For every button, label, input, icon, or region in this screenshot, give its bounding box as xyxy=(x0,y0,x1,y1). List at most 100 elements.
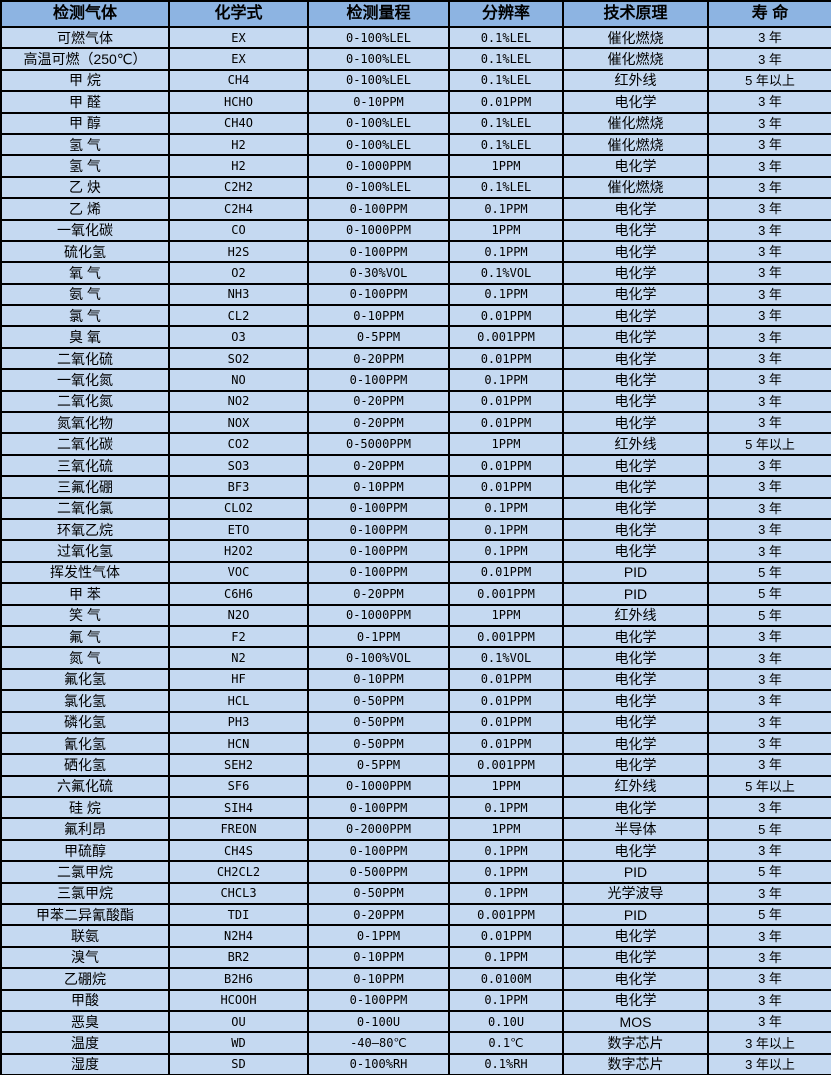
table-row: 可燃气体 EX 0-100%LEL 0.1%LEL 催化燃烧 3 年 xyxy=(0,25,831,50)
formula-cell: BF3 xyxy=(168,475,309,499)
table-row: 湿度 SD 0-100%RH 0.1%RH 数字芯片 3 年以上 xyxy=(0,1052,831,1075)
range-cell: 0-20PPM xyxy=(307,389,450,414)
principle-cell: 电化学 xyxy=(562,261,709,285)
formula-cell: SD xyxy=(168,1052,309,1075)
resolution-cell: 0.1PPM xyxy=(448,197,564,221)
life-cell: 3 年 xyxy=(707,304,831,328)
table-row: 氰化氢 HCN 0-50PPM 0.01PPM 电化学 3 年 xyxy=(0,731,831,756)
life-cell: 3 年 xyxy=(707,197,831,221)
range-cell: 0-100PPM xyxy=(307,368,450,392)
life-cell: 5 年以上 xyxy=(707,432,831,456)
resolution-cell: 0.001PPM xyxy=(448,624,564,649)
life-cell: 3 年 xyxy=(707,475,831,499)
table-row: 甲 苯 C6H6 0-20PPM 0.001PPM PID 5 年 xyxy=(0,582,831,606)
resolution-cell: 0.10U xyxy=(448,1009,564,1034)
range-cell: 0-100U xyxy=(307,1009,450,1034)
principle-cell: 催化燃烧 xyxy=(562,25,709,50)
gas-cell: 恶臭 xyxy=(0,1009,170,1034)
formula-cell: CH4S xyxy=(168,838,309,863)
life-cell: 3 年以上 xyxy=(707,1031,831,1055)
resolution-cell: 0.01PPM xyxy=(448,304,564,328)
table-row: 甲 醇 CH4O 0-100%LEL 0.1%LEL 催化燃烧 3 年 xyxy=(0,111,831,135)
principle-cell: 红外线 xyxy=(562,774,709,799)
table-row: 氧 气 O2 0-30%VOL 0.1%VOL 电化学 3 年 xyxy=(0,261,831,285)
gas-cell: 乙 烯 xyxy=(0,197,170,221)
principle-cell: 电化学 xyxy=(562,475,709,499)
formula-cell: SO2 xyxy=(168,346,309,371)
gas-cell: 乙硼烷 xyxy=(0,967,170,991)
formula-cell: PH3 xyxy=(168,710,309,734)
gas-cell: 磷化氢 xyxy=(0,710,170,734)
life-cell: 3 年 xyxy=(707,667,831,692)
life-cell: 3 年 xyxy=(707,47,831,71)
life-cell: 3 年 xyxy=(707,90,831,114)
resolution-cell: 0.1PPM xyxy=(448,282,564,307)
life-cell: 3 年 xyxy=(707,881,831,906)
gas-cell: 一氧化氮 xyxy=(0,368,170,392)
life-cell: 3 年 xyxy=(707,175,831,200)
formula-cell: EX xyxy=(168,25,309,50)
resolution-cell: 0.01PPM xyxy=(448,389,564,414)
header-row: 检测气体 化学式 检测量程 分辨率 技术原理寿 命 xyxy=(0,0,831,28)
gas-cell: 乙 炔 xyxy=(0,175,170,200)
life-cell: 3 年 xyxy=(707,624,831,649)
life-cell: 5 年 xyxy=(707,603,831,627)
formula-cell: H2O2 xyxy=(168,539,309,563)
formula-cell: CH4 xyxy=(168,68,309,93)
gas-cell: 环氧乙烷 xyxy=(0,517,170,542)
resolution-cell: 0.001PPM xyxy=(448,902,564,927)
range-cell: 0-20PPM xyxy=(307,453,450,478)
gas-cell: 甲 醛 xyxy=(0,90,170,114)
formula-cell: SEH2 xyxy=(168,753,309,777)
resolution-cell: 1PPM xyxy=(448,218,564,242)
resolution-cell: 1PPM xyxy=(448,603,564,627)
resolution-cell: 0.1PPM xyxy=(448,860,564,884)
table-row: 乙 烯 C2H4 0-100PPM 0.1PPM 电化学 3 年 xyxy=(0,197,831,221)
resolution-cell: 0.01PPM xyxy=(448,710,564,734)
life-cell: 3 年 xyxy=(707,389,831,414)
table-row: 溴气 BR2 0-10PPM 0.1PPM 电化学 3 年 xyxy=(0,945,831,970)
life-cell: 3 年 xyxy=(707,689,831,713)
formula-cell: NH3 xyxy=(168,282,309,307)
life-cell: 3 年 xyxy=(707,111,831,135)
gas-cell: 氢 气 xyxy=(0,132,170,157)
principle-cell: 电化学 xyxy=(562,624,709,649)
range-cell: 0-1000PPM xyxy=(307,218,450,242)
gas-cell: 可燃气体 xyxy=(0,25,170,50)
range-cell: 0-2000PPM xyxy=(307,817,450,841)
resolution-cell: 0.1PPM xyxy=(448,368,564,392)
range-cell: 0-100%LEL xyxy=(307,111,450,135)
range-cell: 0-100PPM xyxy=(307,560,450,585)
range-cell: 0-100%LEL xyxy=(307,25,450,50)
table-row: 甲硫醇 CH4S 0-100PPM 0.1PPM 电化学 3 年 xyxy=(0,838,831,863)
gas-cell: 氰化氢 xyxy=(0,731,170,756)
principle-cell: 电化学 xyxy=(562,197,709,221)
principle-cell: 催化燃烧 xyxy=(562,175,709,200)
resolution-cell: 1PPM xyxy=(448,432,564,456)
resolution-cell: 0.1%LEL xyxy=(448,47,564,71)
table-row: 氟 气 F2 0-1PPM 0.001PPM 电化学 3 年 xyxy=(0,624,831,649)
range-cell: 0-100PPM xyxy=(307,796,450,820)
gas-cell: 氯 气 xyxy=(0,304,170,328)
range-cell: 0-100PPM xyxy=(307,988,450,1012)
formula-cell: CH2CL2 xyxy=(168,860,309,884)
formula-cell: CH4O xyxy=(168,111,309,135)
formula-cell: VOC xyxy=(168,560,309,585)
formula-cell: HCHO xyxy=(168,90,309,114)
formula-cell: CLO2 xyxy=(168,496,309,521)
range-cell: 0-100PPM xyxy=(307,539,450,563)
gas-cell: 甲 烷 xyxy=(0,68,170,93)
principle-cell: 电化学 xyxy=(562,838,709,863)
principle-cell: 电化学 xyxy=(562,796,709,820)
life-cell: 3 年 xyxy=(707,517,831,542)
principle-cell: 电化学 xyxy=(562,988,709,1012)
range-cell: 0-100PPM xyxy=(307,239,450,264)
table-row: 恶臭 OU 0-100U 0.10U MOS 3 年 xyxy=(0,1009,831,1034)
table-row: 氯 气 CL2 0-10PPM 0.01PPM 电化学 3 年 xyxy=(0,304,831,328)
principle-cell: PID xyxy=(562,860,709,884)
resolution-cell: 0.01PPM xyxy=(448,667,564,692)
gas-cell: 甲 苯 xyxy=(0,582,170,606)
principle-cell: 电化学 xyxy=(562,389,709,414)
formula-cell: CL2 xyxy=(168,304,309,328)
